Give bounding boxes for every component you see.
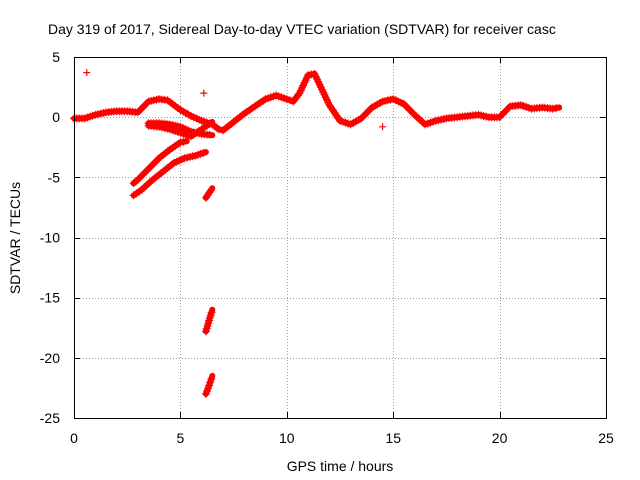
data-point	[499, 108, 508, 117]
data-point	[419, 118, 427, 127]
y-tick-label: 0	[52, 109, 60, 125]
outlier-point	[200, 89, 208, 97]
data-point	[176, 138, 185, 147]
series-main-track	[70, 69, 563, 135]
grid-lines	[74, 57, 606, 418]
data-point	[146, 162, 155, 171]
data-point	[153, 172, 161, 181]
data-point	[223, 123, 232, 131]
data-point	[161, 149, 170, 157]
y-tick-label: -5	[48, 169, 61, 185]
data-marks	[70, 69, 563, 398]
data-point	[290, 95, 299, 104]
series-segment-a	[201, 185, 216, 202]
data-point	[144, 179, 153, 188]
series-mid-branch	[144, 119, 216, 141]
data-point	[129, 179, 138, 188]
y-axis-label: SDTVAR / TECUs	[7, 182, 23, 294]
data-point	[159, 150, 168, 159]
data-point	[289, 97, 298, 106]
series-segment-b	[201, 306, 216, 336]
data-point	[131, 177, 140, 186]
data-point	[219, 126, 227, 135]
data-point	[161, 165, 170, 174]
outlier-point	[379, 123, 387, 131]
data-point	[205, 130, 214, 139]
data-point	[294, 91, 302, 100]
data-point	[404, 104, 413, 113]
y-tick-label: -10	[40, 230, 60, 246]
data-point	[212, 123, 221, 132]
data-point	[307, 70, 316, 79]
x-tick-label: 10	[279, 430, 295, 446]
data-point	[238, 111, 247, 120]
data-point	[221, 124, 230, 133]
x-tick-label: 15	[385, 430, 401, 446]
y-tick-label: 5	[52, 49, 60, 65]
data-point	[292, 93, 301, 102]
data-point	[304, 71, 313, 80]
x-tick-label: 0	[70, 430, 78, 446]
x-axis-label: GPS time / hours	[287, 458, 394, 474]
data-point	[142, 181, 151, 190]
data-point	[227, 119, 236, 128]
data-point	[548, 104, 557, 113]
data-point	[412, 112, 421, 121]
outlier-point	[83, 69, 91, 77]
data-point	[286, 96, 294, 105]
x-tick-label: 5	[177, 430, 185, 446]
plot-frame	[74, 57, 607, 419]
data-point	[159, 167, 168, 176]
data-point	[206, 186, 215, 195]
data-point	[205, 119, 214, 128]
chart-title: Day 319 of 2017, Sidereal Day-to-day VTE…	[48, 21, 556, 37]
data-point	[207, 308, 216, 317]
data-point	[150, 174, 159, 183]
data-point	[146, 177, 155, 186]
data-point	[165, 162, 174, 171]
data-point	[207, 375, 216, 384]
data-point	[233, 114, 242, 123]
x-tick-label: 25	[598, 430, 614, 446]
y-tick-label: -20	[40, 350, 60, 366]
series-lower-track-1	[129, 137, 190, 188]
data-point	[552, 104, 560, 113]
y-tick-label: -25	[40, 410, 60, 426]
data-point	[179, 137, 188, 146]
data-point	[229, 118, 238, 126]
data-point	[138, 185, 147, 194]
data-point	[155, 170, 164, 179]
data-point	[236, 112, 244, 121]
data-point	[155, 154, 164, 163]
data-point	[153, 156, 161, 165]
x-tick-label: 20	[492, 430, 508, 446]
y-tick-label: -15	[40, 290, 60, 306]
data-point	[167, 160, 176, 169]
series-segment-c	[201, 372, 216, 398]
data-point	[206, 378, 215, 387]
data-point	[199, 149, 208, 157]
data-point	[138, 104, 147, 112]
data-point	[416, 116, 425, 125]
data-point	[410, 110, 419, 119]
series-lower-track-2	[129, 149, 209, 200]
axis-ticks: 0 5 10 15 20 25 5 0 -5 -10 -15 -20 -25	[40, 49, 614, 446]
data-point	[205, 381, 214, 390]
data-point	[282, 95, 291, 104]
